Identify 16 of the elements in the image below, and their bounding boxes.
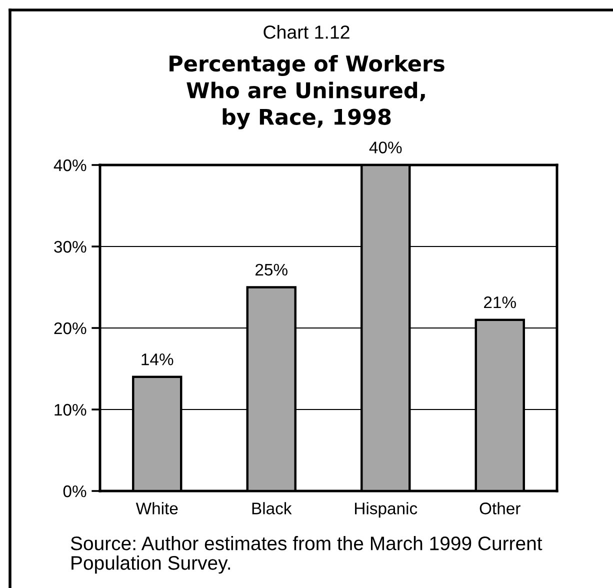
y-tick-label: 40% — [54, 159, 86, 172]
y-tick-label: 0% — [63, 485, 86, 498]
chart-subtitle: Percentage of Workers Who are Uninsured, by Race, 1998 — [170, 55, 444, 130]
data-label: 14% — [142, 354, 174, 366]
source-note: Source: Author estimates from the March 1999 Current Population Survey. — [70, 536, 542, 574]
data-label: 21% — [484, 296, 516, 308]
x-tick-label: Other — [480, 502, 520, 514]
y-tick-label: 30% — [54, 240, 86, 253]
x-tick-label: Hispanic — [355, 502, 418, 518]
y-tick-label: 10% — [54, 404, 86, 416]
chart-title: Chart 1.12 — [264, 25, 350, 39]
x-tick-label: Black — [252, 502, 292, 514]
x-tick-label: White — [136, 502, 178, 514]
data-label: 40% — [369, 142, 402, 154]
y-tick-label: 20% — [54, 322, 86, 334]
data-label: 25% — [256, 264, 288, 276]
